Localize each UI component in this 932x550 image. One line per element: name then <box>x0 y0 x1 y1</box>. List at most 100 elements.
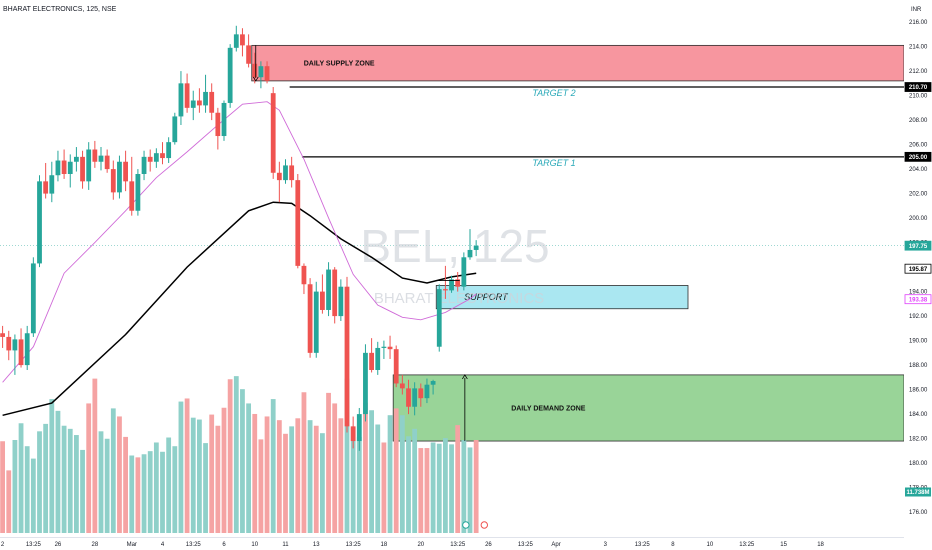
candle-body <box>289 165 295 181</box>
time-tick-label: Apr <box>551 542 560 548</box>
candle-body <box>307 284 313 353</box>
candle-body <box>209 91 215 113</box>
price-tick-label: 210.00 <box>909 94 928 100</box>
time-tick-label: Mar <box>127 542 137 548</box>
candle-body <box>37 181 42 264</box>
demand-zone <box>392 374 905 442</box>
volume-bar <box>233 376 239 533</box>
volume-bar <box>160 451 165 533</box>
candle-body <box>393 349 399 384</box>
candle-body <box>153 153 159 162</box>
volume-bar <box>430 442 436 533</box>
volume-bar <box>110 408 116 533</box>
volume-bar <box>289 426 295 533</box>
time-tick-label: 10 <box>251 542 258 548</box>
volume-bar <box>67 428 73 533</box>
levels-layer: TARGET 2 TARGET 1 <box>0 86 904 246</box>
demand-arrow-head <box>462 374 468 380</box>
price-tick-label: 204.00 <box>909 167 928 173</box>
volume-bar <box>326 392 331 533</box>
candle-body <box>467 249 473 258</box>
supply-zone-label: DAILY SUPPLY ZONE <box>304 61 375 68</box>
time-tick-label: 13:25 <box>26 542 42 548</box>
volume-bar <box>443 438 448 533</box>
time-tick-label: 13:25 <box>450 542 466 548</box>
volume-layer <box>0 376 479 533</box>
volume-bar <box>61 425 67 533</box>
time-tick-label: 13:25 <box>186 542 202 548</box>
volume-bar <box>197 419 202 533</box>
candle-body <box>43 181 49 194</box>
candle-body <box>12 339 18 351</box>
volume-bar <box>406 436 411 533</box>
candle-body <box>215 112 221 137</box>
candle-body <box>30 263 36 334</box>
volume-bar <box>270 399 276 533</box>
volume-bar <box>436 443 442 533</box>
candle-body <box>172 116 178 143</box>
volume-bar <box>221 407 227 533</box>
candle-body <box>356 414 362 442</box>
volume-bar <box>209 414 215 533</box>
ema-value-badge <box>904 294 932 305</box>
ema-value-badge-text: 193.38 <box>909 297 928 303</box>
candle-body <box>80 156 85 182</box>
price-tick-label: 194.00 <box>909 290 928 296</box>
volume-badge-text: 11.738M <box>906 490 929 496</box>
candle-body <box>160 153 165 159</box>
target-1-badge <box>904 151 932 162</box>
volume-bar <box>98 431 104 533</box>
candles-layer <box>0 25 479 451</box>
price-tick-label: 216.00 <box>909 20 928 26</box>
volume-bar <box>203 443 208 533</box>
ma-value-badge-text: 195.87 <box>909 267 928 273</box>
volume-bar <box>283 433 288 533</box>
last-price-badge <box>904 240 932 251</box>
time-tick-label: 10 <box>707 542 714 548</box>
price-tick-label: 182.00 <box>909 437 928 443</box>
target-2-badge <box>904 82 932 92</box>
candle-body <box>276 172 282 181</box>
candle-body <box>418 388 424 399</box>
candle-body <box>49 175 55 194</box>
time-axis[interactable]: 2 13:25 26 28 Mar 4 13:25 6 10 11 13 13:25 18 20 13:25… <box>0 537 904 549</box>
volume-bar <box>227 379 233 533</box>
volume-bar <box>49 399 55 533</box>
supply-arrow-head <box>252 76 259 82</box>
time-tick-label: 3 <box>604 542 608 548</box>
candle-body <box>246 45 251 64</box>
price-tick-label: 184.00 <box>909 412 928 418</box>
candle-body <box>301 265 307 285</box>
volume-bar <box>295 418 301 533</box>
volume-bar <box>18 423 24 533</box>
candle-body <box>363 352 368 415</box>
volume-bar <box>190 417 196 533</box>
candle-body <box>387 346 393 350</box>
time-tick-label: 13:25 <box>346 542 362 548</box>
candle-body <box>455 279 461 287</box>
volume-bar <box>135 457 141 533</box>
annotations-layer <box>252 45 488 529</box>
candle-body <box>203 91 208 106</box>
volume-bar <box>12 440 18 533</box>
volume-bar <box>461 440 467 533</box>
volume-bar <box>178 401 184 533</box>
volume-bar <box>123 436 128 533</box>
price-tick-label: 202.00 <box>909 192 928 198</box>
volume-bar <box>37 431 42 533</box>
price-badges: 210.70 205.00 197.75 195.87 193.38 11.738M <box>904 82 932 497</box>
volume-bar <box>252 413 258 533</box>
support-zone <box>435 285 689 310</box>
volume-bar <box>86 403 92 533</box>
candle-body <box>338 286 344 317</box>
time-tick-label: 13 <box>313 542 320 548</box>
slow-moving-average-line <box>2 201 477 417</box>
candle-body <box>264 66 270 81</box>
time-tick-label: 15 <box>780 542 787 548</box>
candle-body <box>283 165 288 181</box>
volume-bar <box>6 470 12 533</box>
time-tick-label: 13:25 <box>635 542 651 548</box>
candle-body <box>221 102 227 137</box>
candle-body <box>18 339 24 366</box>
